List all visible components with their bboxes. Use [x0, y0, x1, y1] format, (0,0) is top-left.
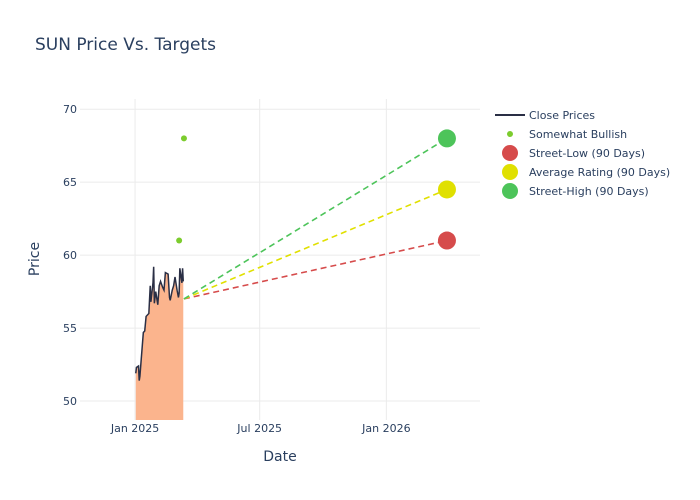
plot-markers: [176, 129, 456, 250]
street-high-line: [183, 137, 448, 300]
street-low-line: [183, 239, 448, 300]
close-price-line: [135, 266, 185, 381]
legend-close-prices[interactable]: Close Prices: [495, 109, 595, 122]
x-tick-label: Jul 2025: [236, 422, 282, 435]
legend[interactable]: Close Prices Somewhat Bullish Street-Low (…: [495, 109, 670, 199]
plot-lines: [135, 137, 448, 381]
y-tick-label: 55: [63, 322, 77, 335]
average-rating-line: [183, 188, 448, 300]
street-high-marker[interactable]: [437, 129, 456, 148]
legend-circle-swatch: [502, 183, 518, 199]
legend-label: Somewhat Bullish: [529, 128, 627, 141]
legend-circle-swatch: [502, 145, 518, 161]
average-rating-marker[interactable]: [437, 180, 456, 199]
somewhat-bullish-point[interactable]: [176, 237, 183, 244]
y-axis-ticks: 50 55 60 65 70: [63, 103, 77, 408]
legend-street-low[interactable]: Street-Low (90 Days): [502, 145, 645, 161]
x-tick-label: Jan 2025: [110, 422, 159, 435]
chart-title: SUN Price Vs. Targets: [35, 35, 216, 55]
legend-label: Close Prices: [529, 109, 595, 122]
legend-label: Street-Low (90 Days): [529, 147, 645, 160]
legend-street-high[interactable]: Street-High (90 Days): [502, 183, 649, 199]
y-tick-label: 60: [63, 249, 77, 262]
legend-somewhat-bullish[interactable]: Somewhat Bullish: [507, 128, 627, 141]
y-axis-title: Price: [27, 242, 43, 276]
street-low-marker[interactable]: [437, 231, 456, 250]
legend-average-rating[interactable]: Average Rating (90 Days): [502, 164, 670, 180]
x-axis-title: Date: [263, 449, 296, 465]
somewhat-bullish-point[interactable]: [180, 135, 187, 142]
close-price-area-fill: [135, 266, 184, 420]
x-axis-ticks: Jan 2025 Jul 2025 Jan 2026: [110, 422, 411, 435]
y-tick-label: 50: [63, 395, 77, 408]
y-tick-label: 65: [63, 176, 77, 189]
legend-label: Average Rating (90 Days): [529, 166, 670, 179]
legend-dot-swatch: [507, 131, 513, 137]
close-price-area: [135, 266, 184, 420]
x-tick-label: Jan 2026: [361, 422, 410, 435]
legend-circle-swatch: [502, 164, 518, 180]
legend-label: Street-High (90 Days): [529, 185, 649, 198]
y-tick-label: 70: [63, 103, 77, 116]
